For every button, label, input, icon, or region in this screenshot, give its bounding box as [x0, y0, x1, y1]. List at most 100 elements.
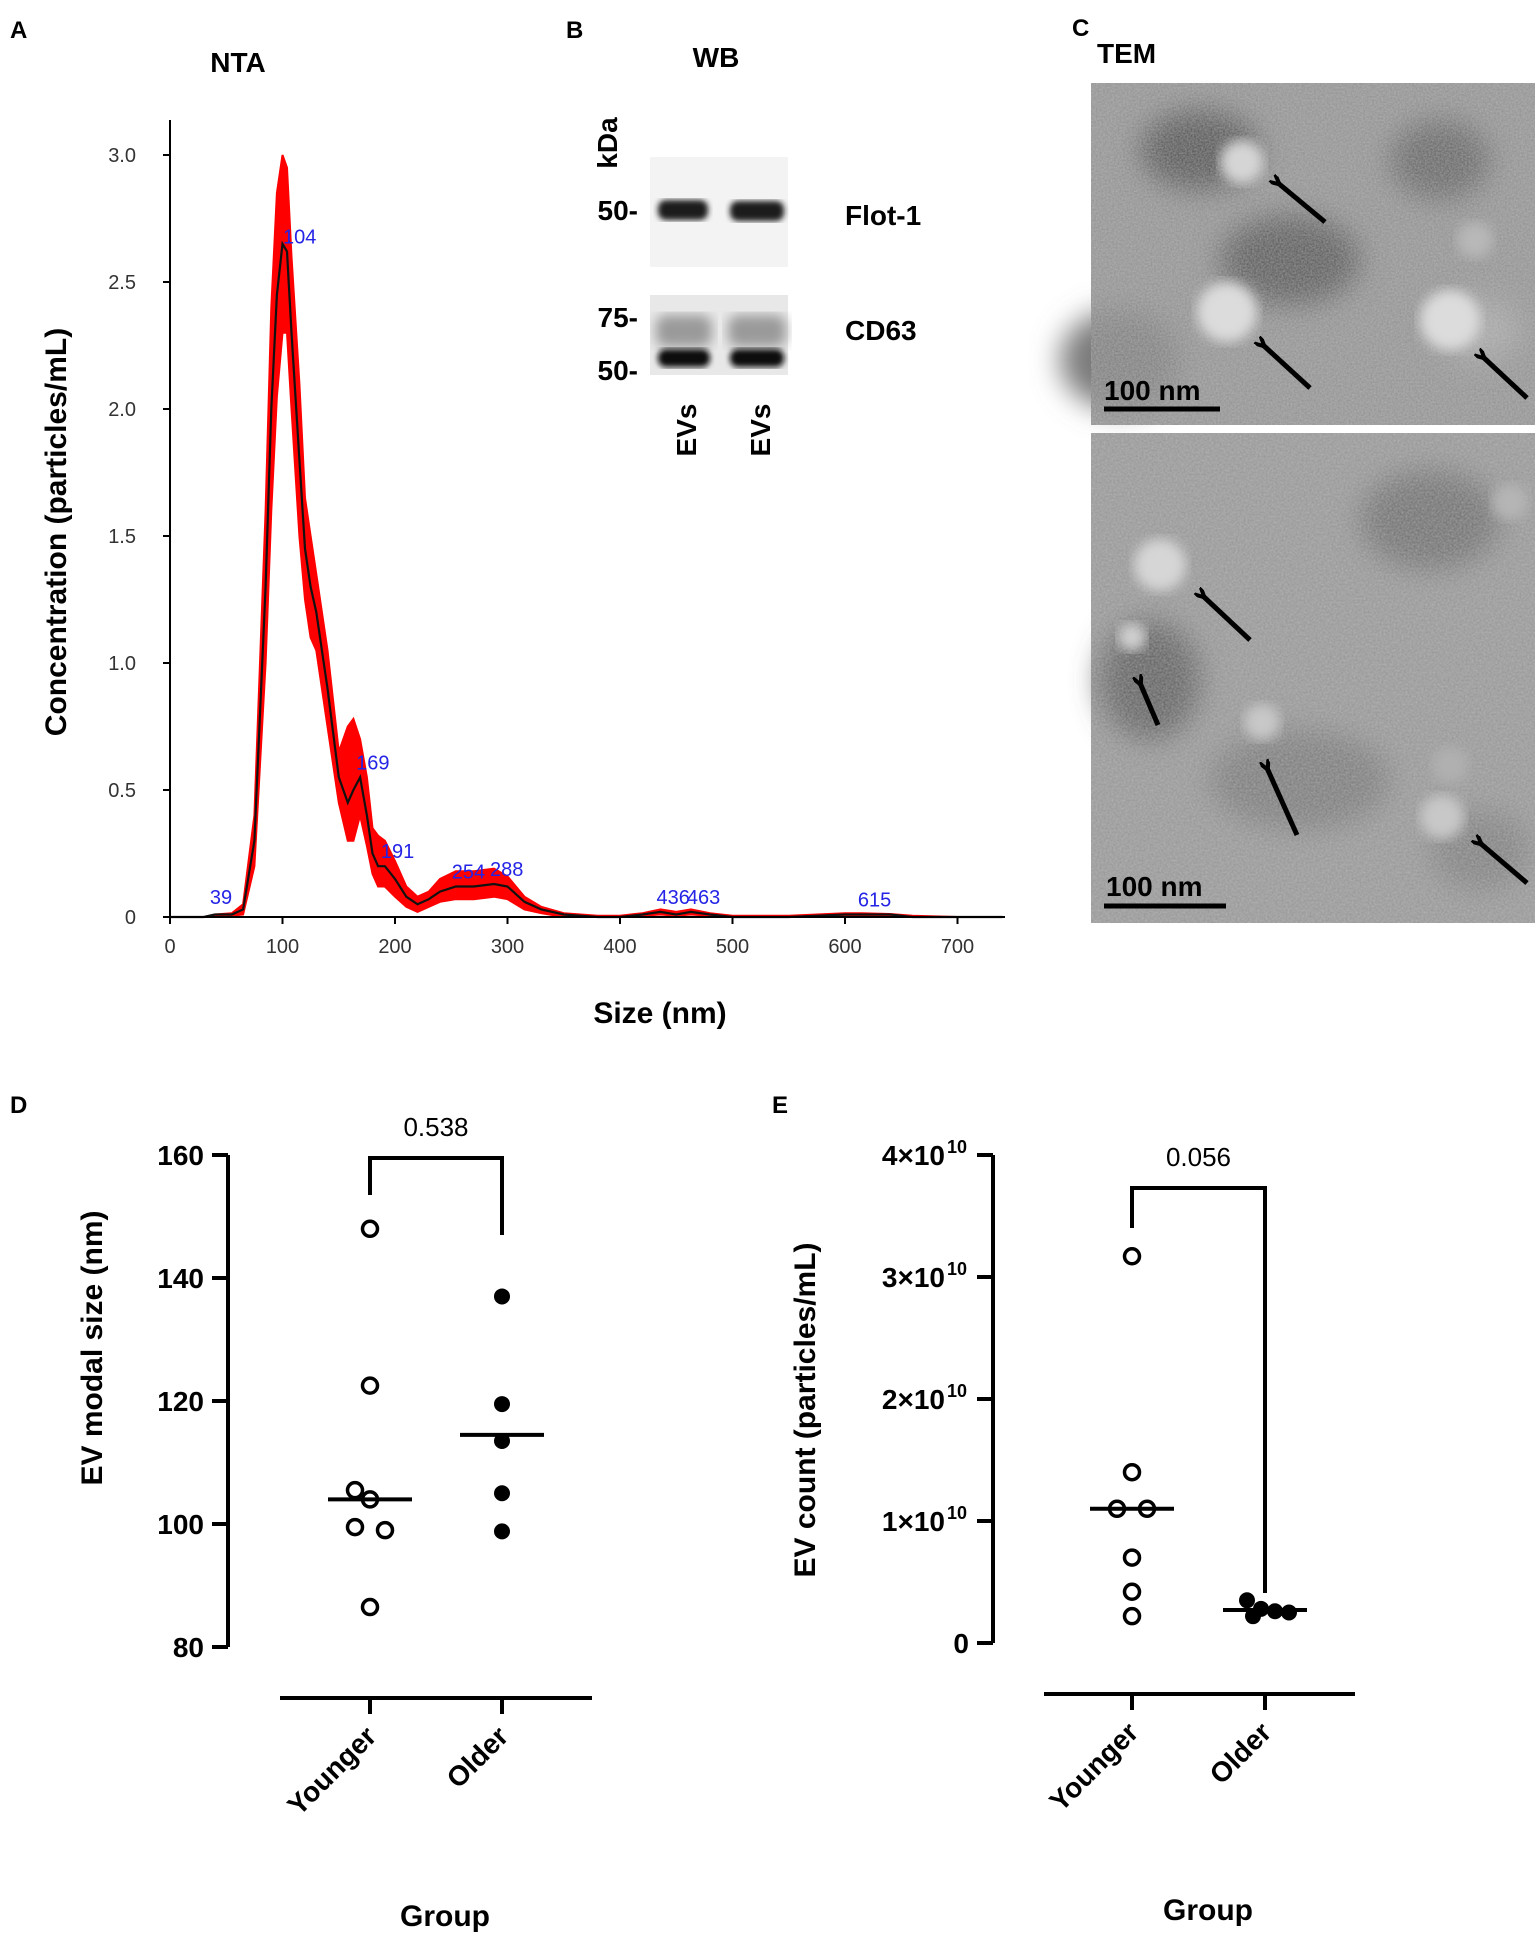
data-point: [1122, 1548, 1142, 1567]
panel-e-y-axis-label: EV count (particles/mL): [789, 1242, 822, 1577]
y-tick-label: 3×10: [882, 1262, 945, 1293]
nta-plot: 0 100 200 300 400 500 600 700 0 0.5 1.0 1.5 2.0 2.5 3…: [108, 120, 1005, 958]
data-point: [1122, 1606, 1142, 1626]
wb-marker-50-top: 50-: [598, 195, 638, 226]
tem-bottom-arrow-1: [1203, 596, 1252, 642]
panel-label-a: A: [10, 17, 27, 44]
x-tick-label-older: Older: [441, 1720, 515, 1794]
y-tick-exponent: 10: [947, 1503, 967, 1523]
tem-top-arrow-1: [1278, 183, 1327, 224]
y-tick-exponent: 10: [947, 1137, 967, 1157]
wb-blot-top: [650, 157, 788, 267]
nta-y-ticks: 0 0.5 1.0 1.5 2.0 2.5 3.0: [108, 145, 170, 929]
panel-label-b: B: [566, 17, 583, 44]
tem-bottom-vesicle-3: [1244, 704, 1280, 740]
tem-image-bottom: 100 nm: [1091, 433, 1535, 923]
data-point: [345, 1480, 365, 1500]
panel-d-x-axis-label: Group: [400, 1900, 490, 1933]
nta-y-tick-label: 0: [125, 907, 136, 929]
wb-marker-75: 75-: [598, 302, 638, 333]
tem-bottom-vesicle-6: [1432, 747, 1468, 783]
nta-x-tick-label: 400: [603, 936, 636, 958]
data-point: [1239, 1592, 1255, 1609]
p-value-label: 0.538: [403, 1112, 468, 1142]
tem-top-grain: [1091, 83, 1535, 425]
tem-bottom-vesicle-2: [1118, 623, 1146, 651]
tem-top-vesicle-2: [1197, 282, 1257, 342]
wb-band-cd63-lane2: [730, 349, 784, 367]
y-tick-label: 80: [173, 1632, 204, 1663]
panel-label-c: C: [1072, 15, 1089, 42]
tem-bottom-grain: [1091, 433, 1535, 923]
data-point: [375, 1520, 395, 1540]
data-point: [1122, 1582, 1142, 1602]
wb-lane-label-1: EVs: [671, 404, 702, 457]
nta-peak-label: 615: [858, 889, 891, 911]
data-point: [494, 1396, 510, 1413]
nta-peak-label: 436: [657, 887, 690, 909]
x-tick-label-older: Older: [1204, 1716, 1278, 1790]
data-point: [494, 1523, 510, 1540]
data-point: [360, 1597, 380, 1617]
panel-a-title: NTA: [210, 47, 265, 78]
x-tick-label-younger: Younger: [281, 1720, 382, 1821]
tem-top-vesicle-1: [1220, 140, 1264, 184]
y-tick-label: 2×10: [882, 1384, 945, 1415]
tem-bottom-vesicle-1: [1134, 539, 1186, 591]
wb-band-label-flot1: Flot-1: [845, 200, 921, 231]
nta-x-tick-label: 700: [941, 936, 974, 958]
p-value-label: 0.056: [1166, 1142, 1231, 1172]
nta-x-tick-label: 200: [378, 936, 411, 958]
panel-c-title: TEM: [1097, 38, 1156, 69]
y-tick-exponent: 10: [947, 1381, 967, 1401]
x-tick-label-younger: Younger: [1043, 1716, 1144, 1817]
y-tick-label: 120: [157, 1386, 204, 1417]
tem-bottom-arrow-3: [1267, 768, 1300, 837]
nta-peak-label: 104: [283, 227, 316, 249]
nta-error-band: [170, 154, 1003, 918]
tem-bottom-arrow-2: [1140, 683, 1161, 726]
wb-marker-50-bottom: 50-: [598, 355, 638, 386]
nta-y-tick-label: 1.0: [108, 653, 136, 675]
nta-peak-label: 288: [490, 859, 523, 881]
nta-x-tick-label: 500: [716, 936, 749, 958]
tem-bottom-scale-label: 100 nm: [1106, 871, 1203, 902]
data-point: [345, 1517, 365, 1537]
wb-band-label-cd63: CD63: [845, 315, 917, 346]
y-tick-exponent: 10: [947, 1259, 967, 1279]
nta-peak-label: 39: [210, 887, 232, 909]
wb-band-cd63-smear-lane1: [656, 315, 712, 347]
wb-band-cd63-lane1: [658, 349, 710, 367]
y-tick-label: 160: [157, 1140, 204, 1171]
wb-band-flot1-lane1: [658, 200, 708, 220]
tem-top-arrow-2: [1263, 345, 1312, 390]
panel-d-plot: 80 100 120 140 160 Younger Older 0.538: [157, 1112, 592, 1821]
nta-x-tick-label: 100: [266, 936, 299, 958]
y-tick-label: 4×10: [882, 1140, 945, 1171]
nta-peak-label: 463: [687, 887, 720, 909]
nta-y-tick-label: 1.5: [108, 526, 136, 548]
nta-y-tick-label: 2.5: [108, 272, 136, 294]
nta-mean-line: [170, 240, 1003, 919]
nta-x-axis-label: Size (nm): [593, 997, 726, 1030]
data-point: [1281, 1604, 1297, 1621]
wb-band-flot1-lane2: [730, 201, 784, 221]
data-point: [360, 1376, 380, 1395]
panel-e-x-axis-label: Group: [1163, 1894, 1253, 1927]
tem-bottom-vesicle-5: [1492, 484, 1528, 520]
nta-x-tick-label: 300: [491, 936, 524, 958]
tem-bottom-vesicle-4: [1420, 795, 1464, 839]
tem-top-vesicle-4: [1457, 222, 1493, 258]
tem-bottom-arrow-4: [1480, 843, 1529, 885]
data-point: [1122, 1247, 1142, 1266]
panel-label-e: E: [772, 1092, 788, 1119]
panel-label-d: D: [10, 1092, 27, 1119]
nta-peak-label: 254: [452, 862, 485, 884]
data-point: [360, 1219, 380, 1239]
tem-image-top: 100 nm: [1060, 83, 1535, 425]
nta-y-tick-label: 3.0: [108, 145, 136, 167]
data-point: [1122, 1462, 1142, 1482]
nta-y-axis-label: Concentration (particles/mL): [40, 328, 73, 736]
